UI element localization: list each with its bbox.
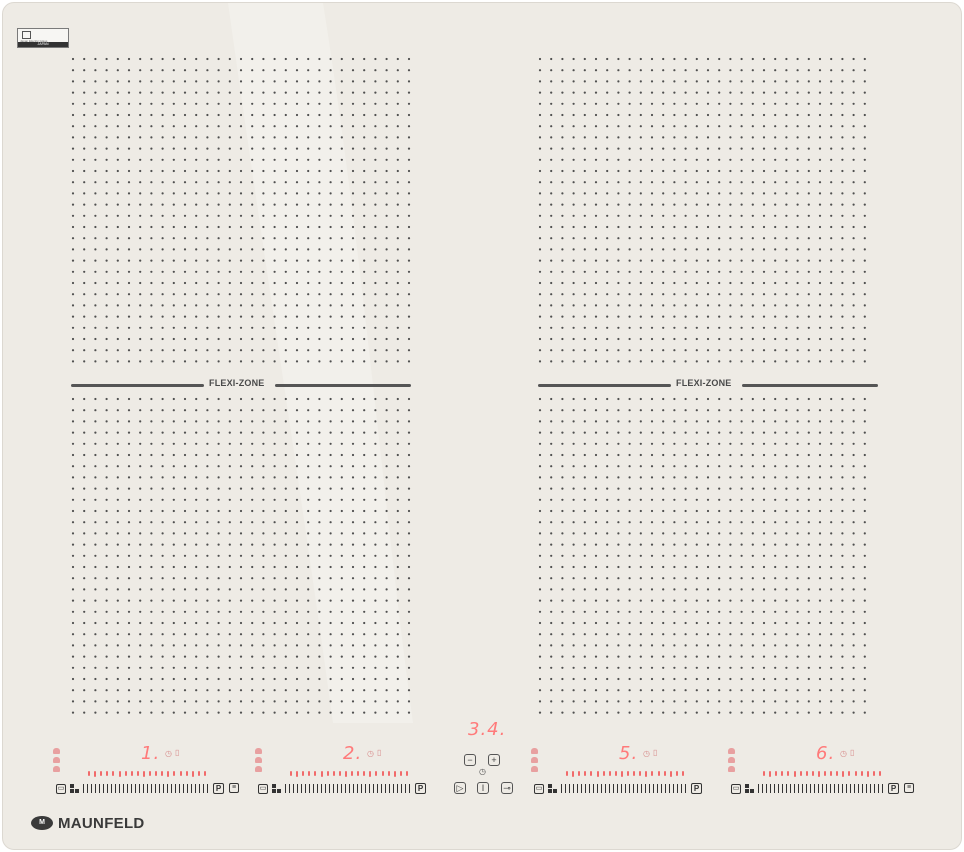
heat-status-indicator: [728, 748, 738, 775]
power-level-leds: [763, 771, 888, 777]
extra-function-button[interactable]: ≡: [904, 783, 914, 793]
heat-status-indicator: [531, 748, 541, 775]
power-button[interactable]: I: [477, 782, 489, 794]
zone-select-button[interactable]: ▭: [56, 784, 66, 794]
zone-power-display: 6. ◷ ▯: [816, 743, 876, 765]
timer-icon: ◷: [367, 749, 374, 758]
timer-icon: ◷: [840, 749, 847, 758]
glass-certification-badge: Japan Electric Glass JAPAN: [17, 28, 69, 48]
heat-status-indicator: [53, 748, 63, 775]
power-slider[interactable]: [83, 783, 208, 795]
brand-name: MAUNFELD: [58, 815, 145, 832]
boost-button[interactable]: P: [213, 783, 224, 794]
power-level-leds: [88, 771, 213, 777]
zone-digit: 1.: [141, 743, 161, 764]
lock-icon: ▯: [850, 748, 855, 757]
power-level-leds: [290, 771, 415, 777]
bridge-zone-icon[interactable]: [548, 784, 558, 794]
extra-function-button[interactable]: ≡: [229, 783, 239, 793]
bridge-zone-icon[interactable]: [272, 784, 282, 794]
badge-logo-icon: [22, 31, 31, 39]
power-slider[interactable]: [758, 783, 883, 795]
timer-icon: ◷: [643, 749, 650, 758]
bridge-zone-icon[interactable]: [70, 784, 80, 794]
badge-origin: JAPAN: [18, 42, 68, 47]
flexi-zone-label: FLEXI-ZONE: [676, 378, 732, 388]
lock-icon: ▯: [653, 748, 658, 757]
timer-icon: ◷: [479, 767, 486, 776]
center-timer-display: 3.4.: [468, 719, 528, 741]
bridge-zone-icon[interactable]: [745, 784, 755, 794]
power-slider[interactable]: [285, 783, 410, 795]
center-display-digits: 3.4.: [468, 719, 507, 740]
power-level-leds: [566, 771, 691, 777]
flexi-zone-left[interactable]: FLEXI-ZONE: [71, 378, 411, 394]
plus-button[interactable]: +: [488, 754, 500, 766]
zone-power-display: 5. ◷ ▯: [619, 743, 679, 765]
zone-select-button[interactable]: ▭: [534, 784, 544, 794]
badge-text: Japan Electric Glass: [20, 39, 48, 43]
power-slider[interactable]: [561, 783, 686, 795]
brand-mark-icon: M: [31, 816, 53, 830]
flexi-zone-right[interactable]: FLEXI-ZONE: [538, 378, 878, 394]
zone-power-display: 1. ◷ ▯: [141, 743, 201, 765]
zone-select-button[interactable]: ▭: [731, 784, 741, 794]
zone-select-button[interactable]: ▭: [258, 784, 268, 794]
zone-digit: 6.: [816, 743, 836, 764]
boost-button[interactable]: P: [888, 783, 899, 794]
flexi-zone-label: FLEXI-ZONE: [209, 378, 265, 388]
minus-button[interactable]: −: [464, 754, 476, 766]
lock-button[interactable]: ⊸: [501, 782, 513, 794]
zone-power-display: 2. ◷ ▯: [343, 743, 403, 765]
timer-icon: ◷: [165, 749, 172, 758]
boost-button[interactable]: P: [415, 783, 426, 794]
heat-status-indicator: [255, 748, 265, 775]
pause-button[interactable]: ▷: [454, 782, 466, 794]
zone-digit: 5.: [619, 743, 639, 764]
lock-icon: ▯: [377, 748, 382, 757]
boost-button[interactable]: P: [691, 783, 702, 794]
zone-digit: 2.: [343, 743, 363, 764]
lock-icon: ▯: [175, 748, 180, 757]
